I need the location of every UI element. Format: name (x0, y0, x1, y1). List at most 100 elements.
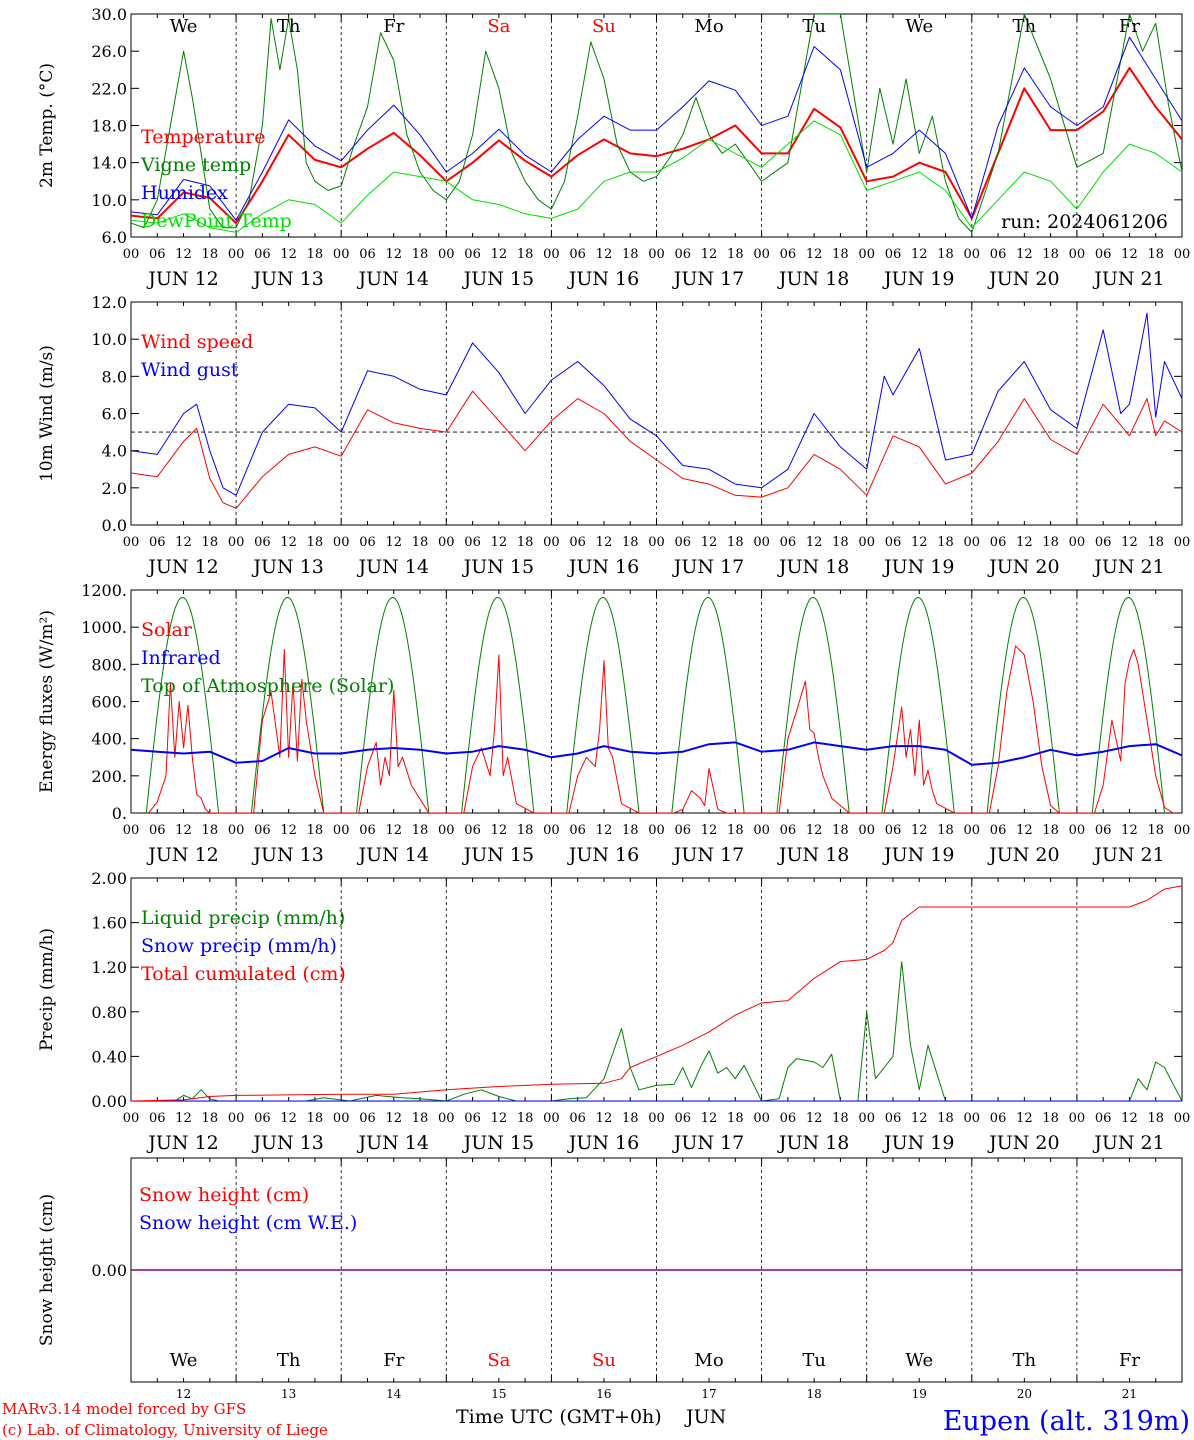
x-hour-label: 00 (964, 823, 981, 838)
x-date-label: JUN 20 (987, 1132, 1059, 1154)
x-hour-label: 18 (832, 823, 849, 838)
y-tick-label: 10.0 (91, 330, 127, 349)
x-hour-label: 18 (1042, 823, 1059, 838)
x-hour-label: 00 (438, 535, 455, 550)
x-hour-label: 12 (1121, 1111, 1138, 1126)
y-tick-label: 1000. (81, 618, 127, 637)
x-date-label: JUN 19 (882, 1132, 954, 1154)
x-date-label: JUN 15 (462, 556, 534, 578)
x-hour-label: 06 (569, 1111, 586, 1126)
x-date-label: JUN 17 (672, 1132, 744, 1154)
x-hour-label: 00 (648, 1111, 665, 1126)
x-date-label: JUN 15 (462, 1132, 534, 1154)
y-tick-label: 0.00 (91, 1261, 127, 1280)
x-hour-label: 06 (464, 823, 481, 838)
weekday-label: We (170, 1350, 198, 1371)
panel-5 (130, 1157, 1183, 1383)
x-hour-label: 18 (202, 247, 219, 262)
x-hour-label: 00 (1069, 823, 1086, 838)
toa-solar-line (671, 596, 745, 813)
x-hour-label: 12 (911, 823, 928, 838)
x-hour-label: 12 (280, 247, 297, 262)
x-hour-label: 18 (202, 535, 219, 550)
legend-entry: Liquid precip (mm/h) (141, 907, 345, 929)
x-hour-label: 12 (806, 535, 823, 550)
x-hour-label: 06 (254, 1111, 271, 1126)
x-hour-label: 00 (753, 1111, 770, 1126)
x-hour-label: 12 (911, 247, 928, 262)
x-hour-label: 18 (307, 823, 324, 838)
x-hour-label: 18 (307, 535, 324, 550)
y-axis-label: 2m Temp. (°C) (37, 63, 57, 188)
weekday-label: Sa (487, 16, 510, 37)
x-hour-label: 06 (675, 535, 692, 550)
x-hour-label: 00 (543, 247, 560, 262)
x-hour-label: 00 (123, 535, 140, 550)
weekday-label: Tu (802, 1350, 826, 1371)
x-hour-label: 00 (123, 823, 140, 838)
y-tick-label: 2.0 (102, 479, 127, 498)
legend-entry: Top of Atmosphere (Solar) (141, 675, 394, 697)
toa-solar-line (881, 596, 955, 813)
x-hour-label: 00 (228, 1111, 245, 1126)
x-hour-label: 00 (1174, 535, 1191, 550)
x-hour-label: 12 (1016, 823, 1033, 838)
panel-4 (130, 877, 1183, 1102)
x-hour-label: 18 (1147, 535, 1164, 550)
x-date-label: JUN 18 (777, 844, 849, 866)
y-tick-label: 12.0 (91, 293, 127, 312)
x-hour-label: 18 (727, 535, 744, 550)
x-hour-label: 12 (806, 823, 823, 838)
x-hour-label: 06 (569, 535, 586, 550)
x-hour-label: 06 (254, 535, 271, 550)
x-hour-label: 12 (385, 535, 402, 550)
x-hour-label: 18 (412, 247, 429, 262)
x-hour-label: 18 (937, 1111, 954, 1126)
weekday-label: Fr (1119, 1350, 1140, 1371)
x-hour-label: 18 (1042, 535, 1059, 550)
day-number: 18 (807, 1387, 822, 1401)
x-hour-label: 00 (648, 823, 665, 838)
y-tick-label: 6.0 (102, 228, 127, 247)
model-credit: MARv3.14 model forced by GFS (2, 1400, 246, 1418)
y-tick-label: 200. (91, 767, 127, 786)
weekday-label: Th (1013, 1350, 1037, 1371)
x-hour-label: 12 (806, 1111, 823, 1126)
x-date-label: JUN 16 (567, 268, 639, 290)
x-date-label: JUN 14 (357, 844, 429, 866)
x-hour-label: 12 (596, 535, 613, 550)
x-hour-label: 06 (464, 1111, 481, 1126)
series-line-solar (148, 645, 1174, 813)
plot-frame (130, 13, 1183, 238)
x-date-label: JUN 13 (251, 556, 323, 578)
plot-frame (130, 301, 1183, 526)
x-hour-label: 18 (517, 247, 534, 262)
y-tick-label: 0. (112, 804, 127, 823)
x-hour-label: 18 (727, 1111, 744, 1126)
x-hour-label: 06 (464, 247, 481, 262)
weekday-label: Th (277, 16, 301, 37)
x-hour-label: 18 (517, 823, 534, 838)
x-date-label: JUN 16 (567, 844, 639, 866)
legend-entry: Solar (141, 619, 193, 641)
x-hour-label: 00 (438, 247, 455, 262)
y-tick-label: 8.0 (102, 367, 127, 386)
x-hour-label: 18 (937, 823, 954, 838)
y-axis-label: Precip (mm/h) (37, 928, 57, 1051)
x-hour-label: 06 (675, 1111, 692, 1126)
x-hour-label: 12 (596, 823, 613, 838)
x-hour-label: 18 (622, 535, 639, 550)
x-hour-label: 06 (780, 247, 797, 262)
x-hour-label: 12 (1121, 535, 1138, 550)
x-hour-label: 06 (359, 247, 376, 262)
x-hour-label: 12 (491, 1111, 508, 1126)
series-line-vigne-temp (131, 14, 1182, 233)
x-hour-label: 12 (280, 535, 297, 550)
weekday-label: Fr (1119, 16, 1140, 37)
x-hour-label: 06 (1095, 1111, 1112, 1126)
x-hour-label: 06 (254, 247, 271, 262)
x-hour-label: 18 (1147, 247, 1164, 262)
x-hour-label: 18 (937, 535, 954, 550)
day-number: 16 (596, 1387, 611, 1401)
weekday-label: Su (592, 16, 616, 37)
